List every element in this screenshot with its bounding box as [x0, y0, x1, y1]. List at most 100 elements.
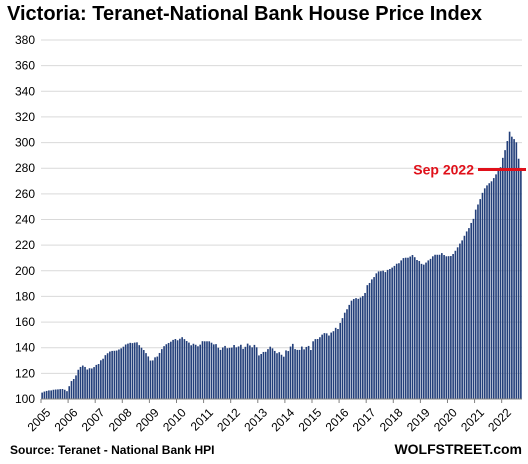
bar	[122, 346, 125, 399]
bar	[294, 349, 296, 399]
bar	[111, 350, 113, 399]
bar	[402, 258, 405, 399]
y-tick-label: 280	[15, 161, 35, 175]
bar	[142, 350, 145, 399]
bar	[373, 277, 375, 399]
bar	[63, 389, 66, 399]
bar	[258, 355, 260, 399]
bar	[341, 318, 344, 399]
x-tick-label: 2011	[188, 405, 216, 433]
bar	[212, 344, 215, 399]
bar	[138, 345, 141, 399]
bar	[386, 269, 389, 399]
bar	[280, 354, 283, 399]
bar	[450, 256, 452, 399]
bar	[328, 335, 330, 399]
bar	[264, 351, 267, 399]
bar	[72, 379, 75, 399]
bar	[206, 341, 208, 399]
bar	[468, 228, 470, 399]
bar	[384, 272, 387, 399]
bar	[124, 344, 127, 399]
bar	[413, 257, 416, 399]
bar	[260, 354, 262, 399]
y-tick-label: 360	[15, 59, 35, 73]
bar	[357, 298, 360, 399]
bar	[192, 343, 195, 399]
bar	[416, 260, 418, 399]
bar	[427, 260, 430, 399]
bar	[251, 347, 253, 399]
bar	[163, 346, 165, 399]
x-tick-label: 2015	[296, 405, 325, 434]
bar	[506, 141, 509, 399]
bar	[52, 389, 55, 399]
bar	[269, 346, 272, 399]
bar	[339, 322, 342, 399]
x-tick-label: 2010	[160, 405, 189, 434]
y-axis-tick-labels: 100 120 140 160 180 200 220 240 260 280 300 320 340 3…	[15, 33, 35, 406]
bar	[249, 345, 251, 399]
bar	[244, 346, 247, 399]
bar	[422, 264, 425, 399]
bar	[106, 353, 109, 399]
bar	[371, 279, 373, 399]
bar	[454, 250, 457, 399]
bar	[348, 304, 351, 399]
bar	[228, 347, 231, 399]
bar	[382, 270, 384, 399]
bar	[431, 256, 434, 399]
bar	[149, 360, 152, 399]
bar	[190, 345, 192, 399]
bar	[113, 350, 116, 399]
bar	[400, 260, 402, 399]
bar	[515, 142, 518, 399]
bar	[66, 391, 68, 399]
bar	[434, 254, 436, 399]
bar	[84, 366, 86, 399]
bar	[477, 204, 479, 399]
bar	[343, 312, 346, 399]
bar	[350, 300, 353, 399]
bar	[127, 343, 129, 399]
bar	[499, 167, 502, 399]
bar	[291, 343, 294, 399]
x-tick-label: 2016	[323, 405, 352, 434]
bar	[481, 192, 484, 399]
bar	[59, 389, 62, 399]
bar	[470, 222, 473, 399]
bar	[452, 253, 454, 399]
x-tick-label: 2005	[25, 405, 54, 434]
x-tick-label: 2012	[214, 405, 243, 434]
bar	[253, 344, 256, 399]
y-tick-label: 140	[15, 341, 35, 355]
bar	[459, 243, 461, 399]
bar	[246, 343, 249, 399]
bar	[364, 292, 366, 399]
bar	[183, 339, 186, 399]
bar	[226, 348, 229, 399]
bar	[492, 178, 495, 399]
bar	[120, 348, 122, 399]
bar	[237, 346, 240, 399]
bar	[50, 390, 52, 399]
bar	[77, 369, 80, 399]
bar	[517, 158, 520, 399]
bar	[368, 282, 371, 399]
bar	[161, 349, 163, 399]
bar	[463, 235, 466, 399]
bar	[165, 344, 168, 399]
bars	[41, 131, 522, 400]
bar	[88, 368, 91, 399]
bar	[296, 349, 299, 399]
bar	[219, 349, 222, 399]
bar	[109, 351, 111, 399]
bar	[262, 351, 265, 399]
y-tick-label: 320	[15, 110, 35, 124]
bar	[508, 131, 511, 400]
bar	[131, 343, 134, 399]
x-tick-label: 2018	[377, 405, 406, 434]
x-tick-label: 2009	[133, 405, 162, 434]
chart-title: Victoria: Teranet-National Bank House Pr…	[7, 3, 482, 25]
bar	[156, 356, 159, 399]
